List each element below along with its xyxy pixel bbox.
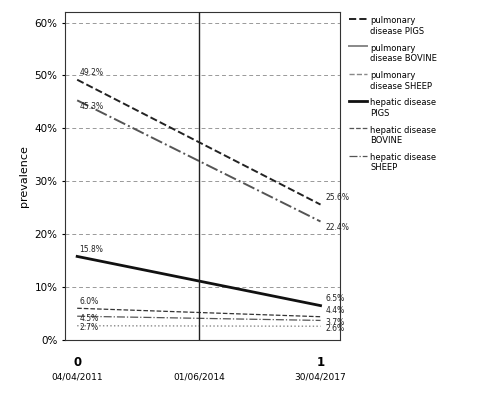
Text: 4.5%: 4.5% <box>80 314 99 322</box>
Legend: pulmonary
disease PIGS, pulmonary
disease BOVINE, pulmonary
disease SHEEP, hepat: pulmonary disease PIGS, pulmonary diseas… <box>346 6 440 168</box>
Text: 0: 0 <box>73 356 81 370</box>
Text: 22.4%: 22.4% <box>326 223 349 232</box>
Text: 45.3%: 45.3% <box>80 102 104 111</box>
Y-axis label: prevalence: prevalence <box>19 145 29 207</box>
Text: 15.8%: 15.8% <box>80 245 104 254</box>
Text: 6.5%: 6.5% <box>326 294 344 304</box>
Text: 3.7%: 3.7% <box>326 318 344 327</box>
Text: 01/06/2014: 01/06/2014 <box>173 373 225 382</box>
Text: 4.4%: 4.4% <box>326 306 344 315</box>
Text: 04/04/2011: 04/04/2011 <box>52 373 103 382</box>
Text: 6.0%: 6.0% <box>80 297 99 306</box>
Text: 1: 1 <box>316 356 324 370</box>
Text: 49.2%: 49.2% <box>80 68 104 77</box>
Text: 2.6%: 2.6% <box>326 324 344 332</box>
Text: 30/04/2017: 30/04/2017 <box>294 373 346 382</box>
Text: 2.7%: 2.7% <box>80 323 98 332</box>
Text: 25.6%: 25.6% <box>326 193 349 202</box>
